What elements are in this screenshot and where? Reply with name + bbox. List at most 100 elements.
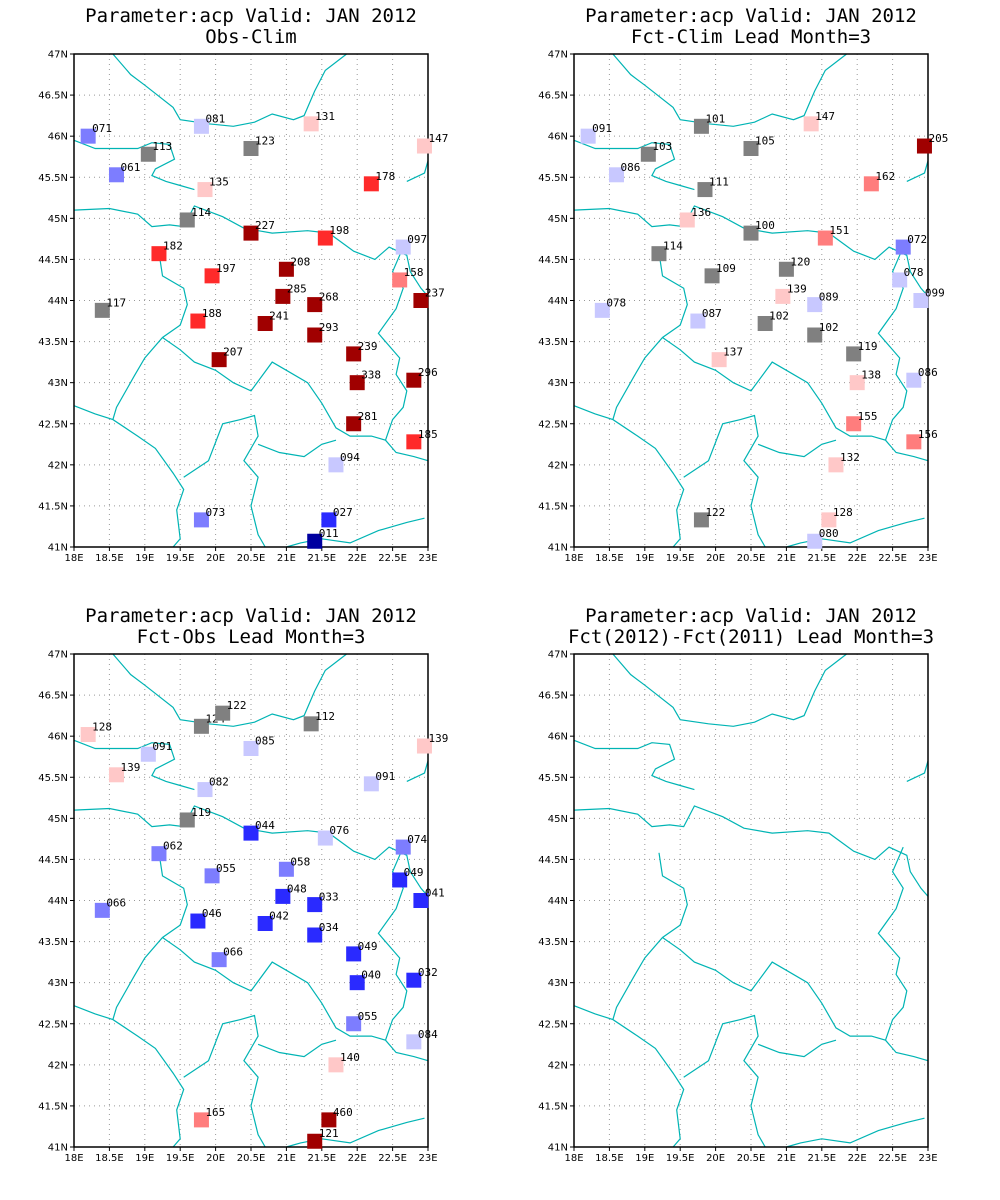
station-value-label: 114 xyxy=(663,240,683,253)
y-tick-label: 41N xyxy=(48,1143,68,1154)
y-tick-label: 42N xyxy=(548,1060,568,1071)
y-tick-label: 47N xyxy=(48,50,68,61)
y-tick-label: 46N xyxy=(548,132,568,143)
station-value-label: 076 xyxy=(329,824,349,837)
y-tick-label: 43N xyxy=(48,978,68,989)
station-value-label: 128 xyxy=(92,721,112,734)
y-tick-label: 44N xyxy=(48,296,68,307)
station-marker xyxy=(317,230,333,246)
station-marker xyxy=(346,1016,362,1032)
x-tick-label: 19.5E xyxy=(666,553,695,564)
country-border xyxy=(662,937,929,1062)
station-marker xyxy=(392,872,408,888)
station-marker xyxy=(803,116,819,132)
station-value-label: 080 xyxy=(819,527,839,540)
country-border xyxy=(683,414,766,548)
x-tick-label: 21.5E xyxy=(308,553,337,564)
y-tick-label: 44N xyxy=(548,296,568,307)
x-tick-label: 23E xyxy=(918,553,937,564)
station-marker xyxy=(846,346,862,362)
station-marker xyxy=(303,116,319,132)
station-value-label: 147 xyxy=(815,110,835,123)
station-value-label: 132 xyxy=(840,451,860,464)
station-value-label: 237 xyxy=(425,287,445,300)
station-value-label: 155 xyxy=(858,410,878,423)
panel-subtitle: Fct(2012)-Fct(2011) Lead Month=3 xyxy=(568,626,934,648)
station-value-label: 086 xyxy=(620,161,640,174)
y-tick-label: 45N xyxy=(48,214,68,225)
station-marker xyxy=(406,972,422,988)
station-marker xyxy=(828,457,844,473)
country-border xyxy=(683,1014,766,1148)
station-value-label: 208 xyxy=(290,255,310,268)
station-marker xyxy=(849,375,865,391)
station-marker xyxy=(179,212,195,228)
station-marker xyxy=(406,434,422,450)
station-value-label: 109 xyxy=(716,262,736,275)
station-marker xyxy=(211,352,227,368)
country-border xyxy=(406,160,429,182)
y-tick-label: 44N xyxy=(548,896,568,907)
x-tick-label: 18E xyxy=(64,553,83,564)
station-marker xyxy=(94,302,110,318)
y-tick-label: 41N xyxy=(548,543,568,554)
station-value-label: 139 xyxy=(428,732,448,745)
station-value-label: 081 xyxy=(205,112,225,125)
station-marker xyxy=(307,897,323,913)
station-marker xyxy=(307,297,323,313)
y-tick-label: 45.5N xyxy=(38,173,68,184)
y-tick-label: 41.5N xyxy=(538,501,568,512)
panel-subtitle: Fct-Obs Lead Month=3 xyxy=(137,626,366,648)
country-border xyxy=(257,439,337,458)
country-border xyxy=(877,846,908,1041)
station-marker xyxy=(257,316,273,332)
country-border xyxy=(73,405,185,548)
station-marker xyxy=(413,293,429,308)
country-border xyxy=(286,517,425,548)
station-value-label: 207 xyxy=(223,346,243,359)
station-value-label: 112 xyxy=(315,710,335,723)
station-value-label: 086 xyxy=(918,366,938,379)
station-marker xyxy=(697,182,713,198)
station-value-label: 055 xyxy=(216,862,236,875)
station-marker xyxy=(711,352,727,368)
station-marker xyxy=(690,313,706,329)
country-border xyxy=(112,252,188,420)
y-tick-label: 43.5N xyxy=(538,937,568,948)
station-marker xyxy=(328,457,344,473)
y-tick-label: 46.5N xyxy=(38,91,68,102)
station-value-label: 058 xyxy=(290,855,310,868)
country-border xyxy=(112,653,347,727)
country-border xyxy=(662,337,929,462)
x-tick-label: 21.5E xyxy=(808,1153,837,1164)
x-tick-label: 21.5E xyxy=(308,1153,337,1164)
country-border xyxy=(612,852,688,1020)
x-tick-label: 19.5E xyxy=(666,1153,695,1164)
station-value-label: 097 xyxy=(407,233,427,246)
station-value-label: 066 xyxy=(106,896,126,909)
station-value-label: 227 xyxy=(255,219,275,232)
station-value-label: 293 xyxy=(319,321,339,334)
station-value-label: 114 xyxy=(191,206,211,219)
country-border xyxy=(183,414,266,548)
x-tick-label: 20E xyxy=(206,1153,225,1164)
station-value-label: 139 xyxy=(787,282,807,295)
station-value-label: 137 xyxy=(723,346,743,359)
station-marker xyxy=(349,375,365,391)
x-tick-label: 20E xyxy=(706,553,725,564)
station-marker xyxy=(651,246,667,262)
station-value-label: 188 xyxy=(202,307,222,320)
station-value-label: 121 xyxy=(319,1127,339,1140)
station-marker xyxy=(608,167,624,183)
station-value-label: 041 xyxy=(425,887,445,900)
station-value-label: 034 xyxy=(319,921,339,934)
station-value-label: 048 xyxy=(287,882,307,895)
station-marker xyxy=(197,782,213,798)
y-tick-label: 46.5N xyxy=(38,691,68,702)
y-tick-label: 43.5N xyxy=(38,337,68,348)
y-tick-label: 45N xyxy=(48,814,68,825)
station-value-label: 113 xyxy=(152,140,172,153)
x-tick-label: 18E xyxy=(564,1153,583,1164)
